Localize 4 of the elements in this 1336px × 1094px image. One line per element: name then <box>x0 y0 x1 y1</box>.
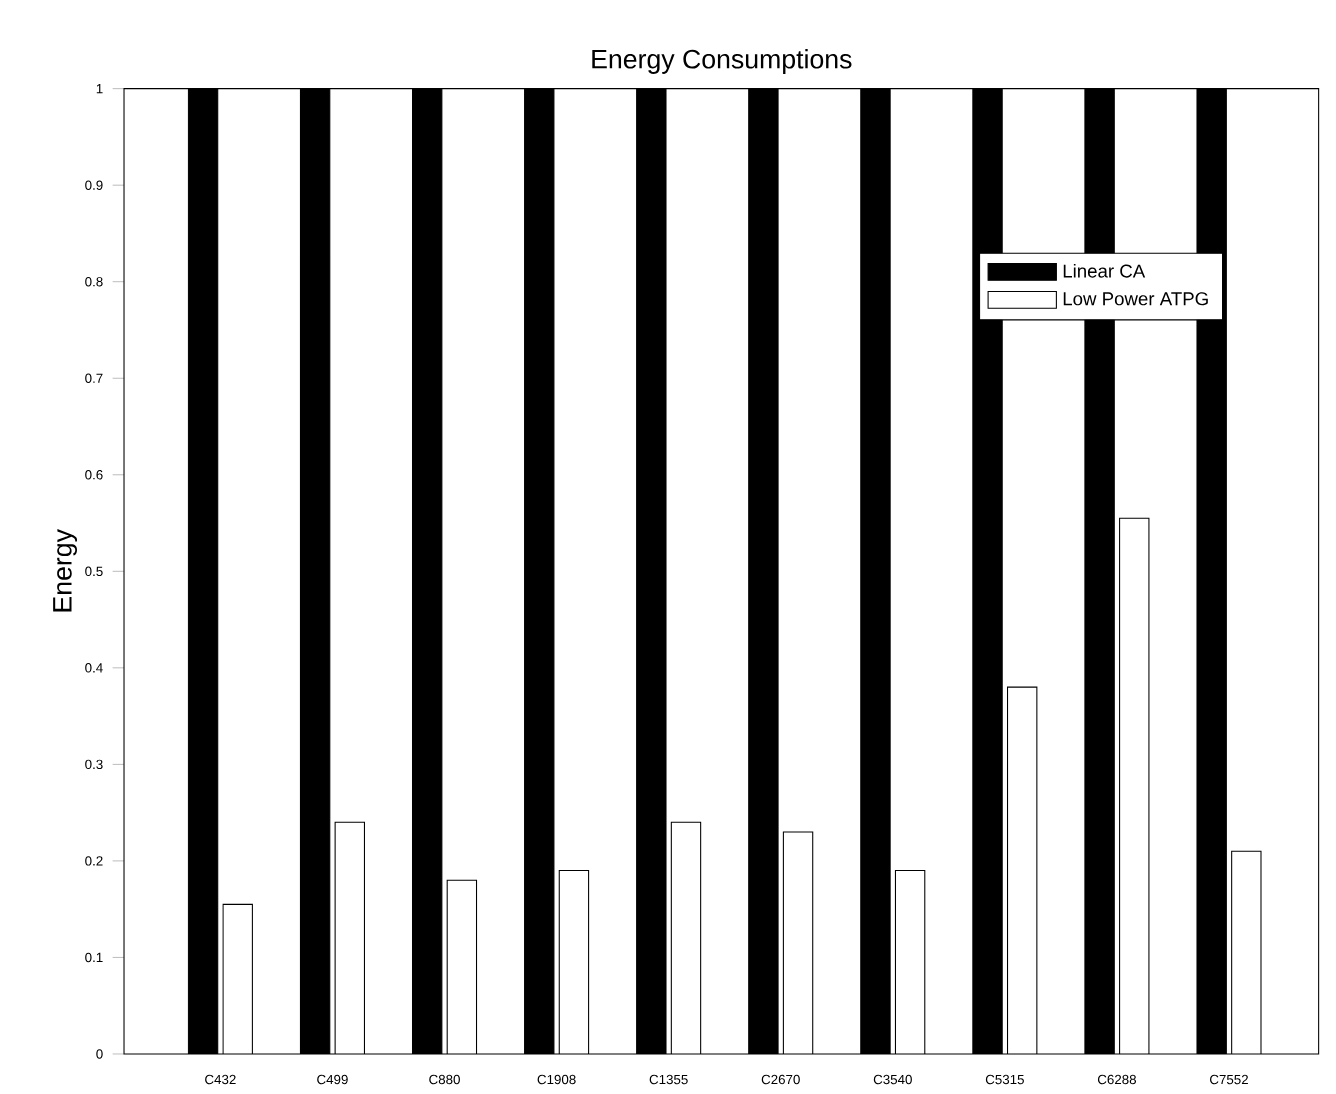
legend-label: Linear CA <box>1063 264 1146 279</box>
chart-title: Energy Consumptions <box>592 49 852 75</box>
legend-label: Low Power ATPG <box>1063 292 1208 306</box>
y-axis-title: Energy <box>53 529 78 612</box>
